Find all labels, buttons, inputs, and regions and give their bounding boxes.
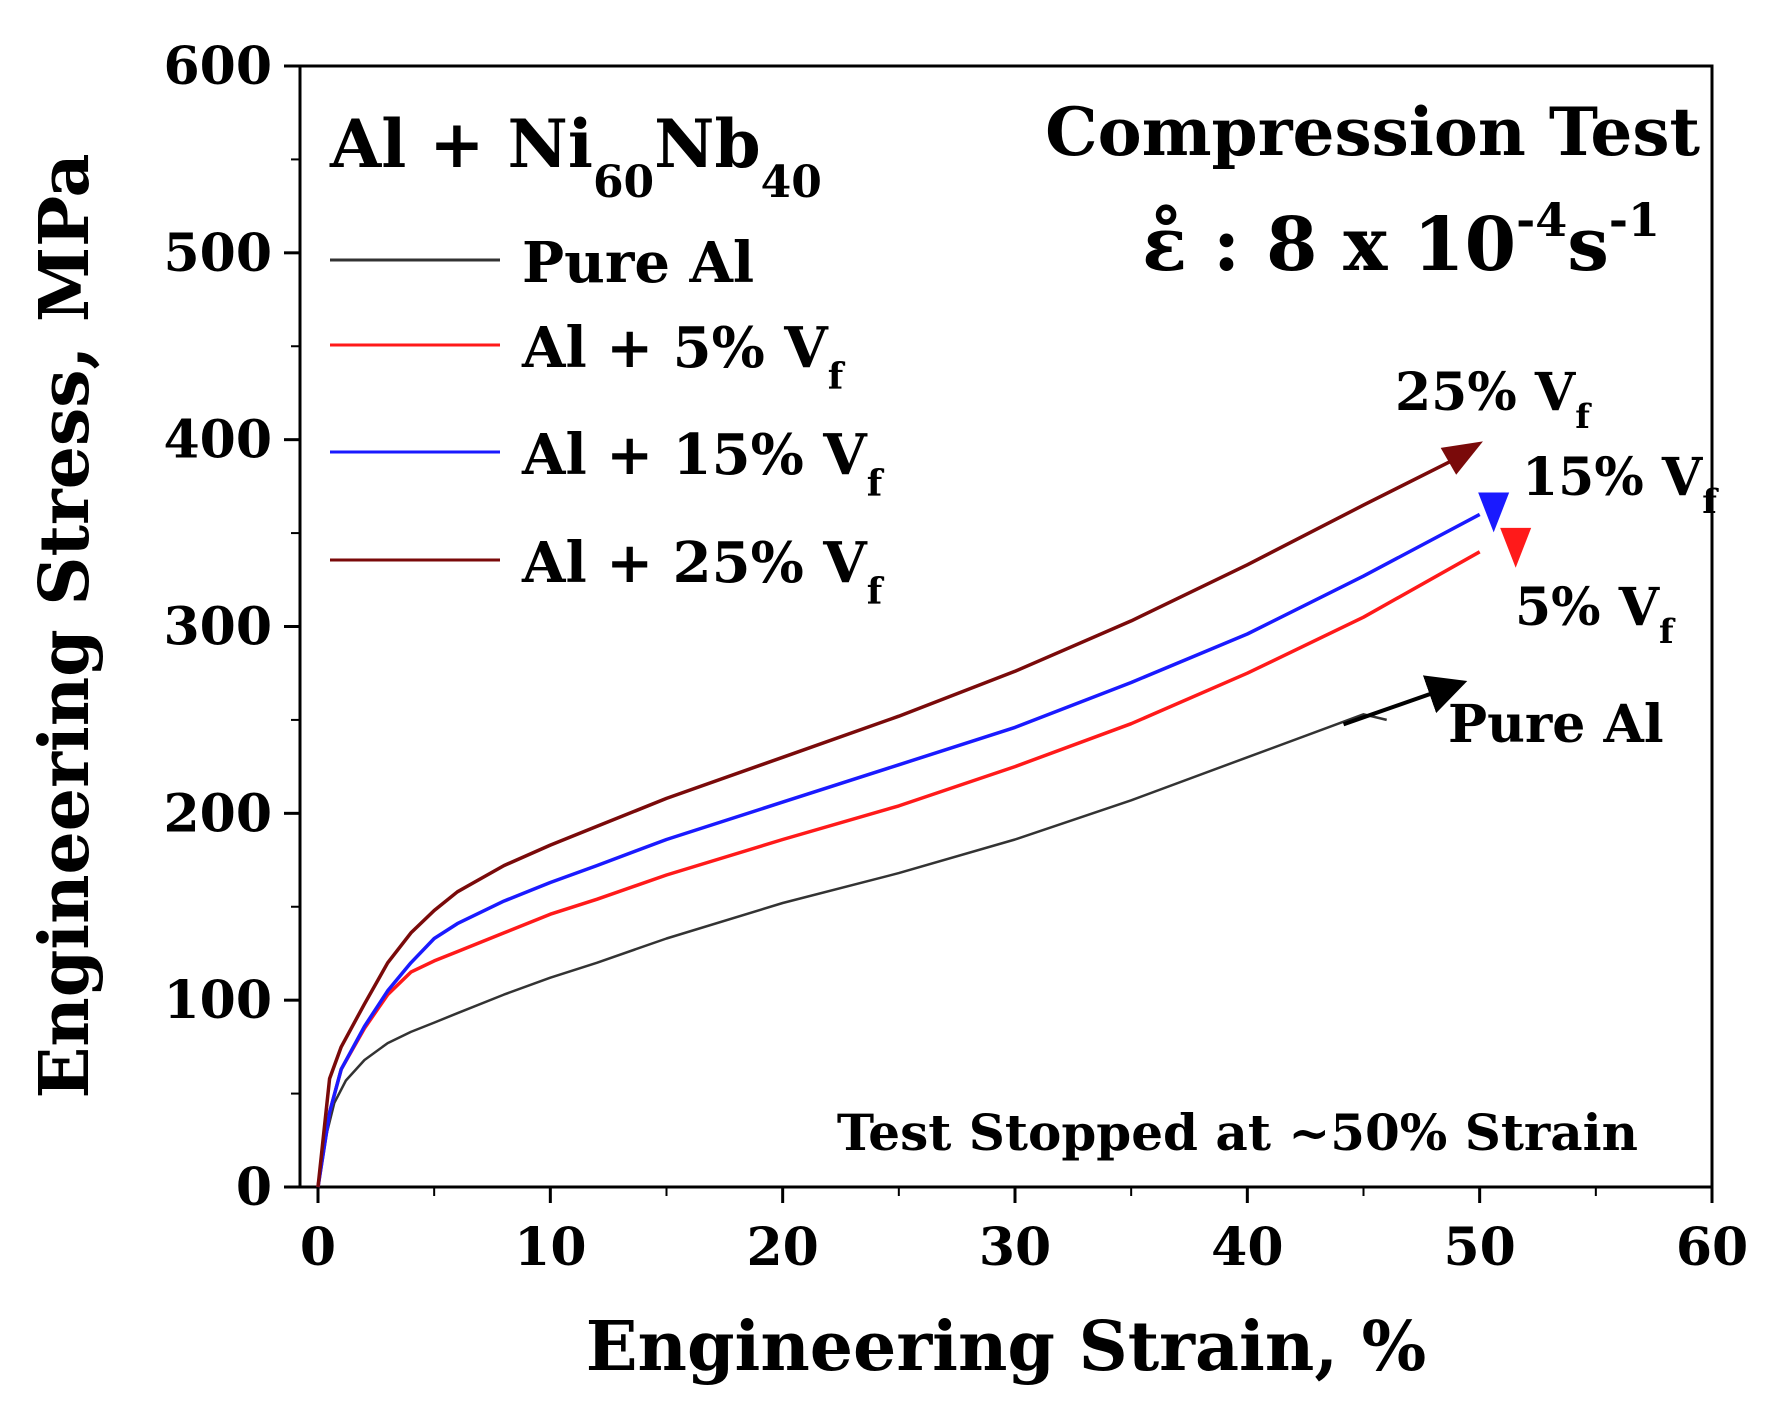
x-axis-label: Engineering Strain, % [586,1307,1427,1387]
x-tick-label: 30 [979,1217,1051,1278]
test-stopped-note: Test Stopped at ~50% Strain [837,1103,1638,1162]
end-marker-15pct [1478,492,1510,533]
series-line-25pct [316,456,1458,1188]
y-tick-label: 500 [163,223,272,284]
legend: Pure Al Al + 5% Vf Al + 15% Vf Al + 25% … [330,230,885,613]
data-series [316,456,1481,1188]
legend-title-sub-60: 60 [593,157,654,208]
legend-label-25pct: Al + 25% Vf [521,530,885,613]
end-label-5pct: 5% Vf [1515,577,1676,652]
legend-title: Al + Ni60Nb40 [329,105,822,208]
y-tick-label: 600 [163,36,272,97]
y-axis-label: Engineering Stress, MPa [25,153,105,1098]
pure-al-arrow [1342,675,1468,727]
strain-rate-label: ε̊ : 8 x 10-4s-1 [1142,193,1660,288]
y-tick-label: 200 [163,783,272,844]
legend-label-pure-al: Pure Al [522,230,754,296]
legend-label-5pct: Al + 5% Vf [521,315,846,398]
y-tick-label: 100 [163,970,272,1031]
y-tick-label: 0 [236,1157,272,1218]
x-tick-label: 60 [1676,1217,1748,1278]
end-label-pure-al: Pure Al [1448,694,1664,755]
end-label-15pct: 15% Vf [1522,447,1719,522]
y-tick-label: 400 [163,410,272,471]
x-tick-label: 50 [1443,1217,1515,1278]
x-tick-label: 40 [1211,1217,1283,1278]
y-tick-label: 300 [163,597,272,658]
x-tick-label: 20 [746,1217,818,1278]
legend-title-sub-40: 40 [761,157,822,208]
end-marker-25pct [1440,441,1483,475]
end-marker-5pct [1500,527,1532,568]
series-end-markers [1342,441,1532,727]
series-line-5pct [316,550,1481,1188]
axis-ticks [284,64,1714,1203]
legend-title-nb: Nb [654,105,760,183]
end-label-25pct: 25% Vf [1395,362,1592,437]
series-line-pure-al [316,713,1387,1188]
legend-label-15pct: Al + 15% Vf [521,422,885,505]
x-tick-label: 0 [300,1217,336,1278]
legend-title-base: Al + Ni [329,105,593,183]
series-line-15pct [316,512,1481,1188]
x-tick-label: 10 [514,1217,586,1278]
compression-test-label: Compression Test [1045,93,1700,171]
